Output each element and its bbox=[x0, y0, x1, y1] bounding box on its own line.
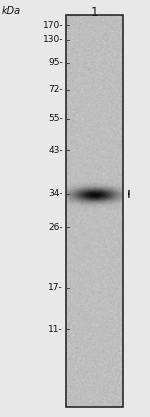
Text: 11-: 11- bbox=[48, 325, 63, 334]
Text: 72-: 72- bbox=[48, 85, 63, 94]
Text: 43-: 43- bbox=[48, 146, 63, 155]
Text: 34-: 34- bbox=[48, 189, 63, 198]
Text: 17-: 17- bbox=[48, 283, 63, 292]
Text: 130-: 130- bbox=[42, 35, 63, 44]
Bar bbox=[66, 15, 123, 407]
Text: 1: 1 bbox=[91, 6, 98, 19]
Text: 170-: 170- bbox=[42, 20, 63, 30]
Text: 95-: 95- bbox=[48, 58, 63, 67]
Text: 26-: 26- bbox=[48, 223, 63, 232]
Text: 55-: 55- bbox=[48, 114, 63, 123]
Text: kDa: kDa bbox=[2, 6, 21, 16]
